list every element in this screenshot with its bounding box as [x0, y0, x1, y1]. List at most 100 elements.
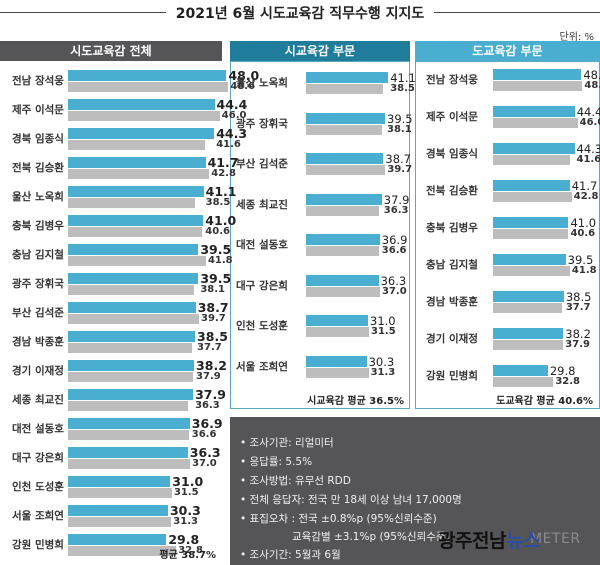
bar-current [493, 69, 582, 80]
value-label-current: 41.0 [205, 213, 237, 228]
value-label-previous: 37.9 [565, 339, 590, 350]
bar-current [68, 157, 206, 168]
info-period: • 조사기간: 5월과 6월 [240, 549, 341, 561]
value-label-previous: 31.5 [173, 487, 199, 498]
category-label: 전북 김승환 [12, 162, 64, 174]
value-label-current: 48.0 [228, 68, 260, 83]
bar-previous [68, 256, 206, 266]
bar-current [493, 106, 575, 117]
bar-current [306, 274, 379, 286]
value-label-current: 41.1 [390, 71, 416, 85]
bar-current [493, 143, 575, 154]
bar-previous [306, 246, 380, 256]
panel-header-all: 시도교육감 전체 [0, 41, 222, 61]
bar-previous [68, 459, 191, 469]
category-label: 제주 이석문 [426, 111, 478, 123]
value-label-previous: 31.5 [371, 326, 396, 337]
value-label-previous: 37.9 [196, 371, 221, 382]
value-label-previous: 40.6 [570, 228, 596, 239]
category-label: 대구 강은희 [12, 452, 64, 464]
category-label: 광주 장휘국 [12, 278, 64, 290]
bar-previous [68, 517, 172, 527]
value-label-current: 44.3 [576, 142, 600, 156]
bar-current [306, 234, 380, 245]
value-label-current: 30.3 [169, 503, 201, 518]
value-label-previous: 37.0 [382, 285, 407, 297]
value-label-previous: 37.7 [565, 302, 591, 313]
value-label-previous: 36.6 [191, 429, 217, 440]
value-label-current: 29.8 [168, 532, 200, 547]
value-label-current: 41.1 [205, 184, 237, 199]
category-label: 충북 김병우 [12, 220, 64, 232]
value-label-current: 44.3 [216, 126, 248, 141]
bar-current [493, 328, 564, 339]
bar-previous [68, 546, 177, 556]
bar-previous [68, 401, 188, 411]
info-response-rate: • 응답률: 5.5% [240, 456, 313, 468]
value-label-previous: 46.0 [579, 117, 600, 128]
bar-current [68, 418, 190, 429]
bar-current [68, 273, 199, 284]
category-label: 세종 최교진 [236, 198, 288, 211]
category-label: 인천 도성훈 [12, 481, 64, 493]
value-label-current: 31.0 [172, 474, 204, 489]
bar-current [306, 112, 385, 124]
bar-current [68, 244, 199, 255]
bar-current [68, 331, 196, 342]
bar-previous [68, 488, 172, 498]
bar-previous [493, 81, 583, 91]
bar-previous [68, 314, 199, 324]
bar-current [68, 360, 195, 371]
bar-current [493, 217, 569, 228]
news-logo: 광주전남뉴스 [438, 530, 540, 552]
info-respondents: • 전체 응답자: 전국 만 18세 이상 남녀 17,000명 [240, 494, 462, 506]
value-label-previous: 41.8 [571, 265, 597, 276]
bar-previous [306, 84, 383, 94]
value-label-current: 39.5 [387, 111, 413, 126]
bar-previous [68, 372, 194, 382]
value-label-previous: 41.6 [216, 139, 241, 150]
value-label-previous: 42.8 [573, 191, 599, 202]
category-label: 전남 장석웅 [426, 74, 478, 86]
bar-previous [306, 327, 369, 337]
bar-current [68, 476, 171, 487]
value-label-previous: 46.0 [221, 110, 247, 121]
category-label: 울산 노옥희 [236, 77, 288, 89]
value-label-previous: 38.5 [390, 83, 415, 94]
value-label-current: 44.4 [216, 97, 248, 112]
category-label: 경북 임종식 [426, 148, 478, 160]
category-label: 경남 박종훈 [12, 336, 64, 348]
bar-previous [493, 155, 570, 165]
value-label-current: 38.5 [197, 329, 228, 344]
value-label-previous: 37.7 [197, 342, 222, 353]
value-label-current: 38.5 [565, 290, 592, 304]
unit-label: 단위: % [559, 32, 594, 43]
bar-current [68, 505, 168, 516]
value-label-current: 38.2 [565, 327, 591, 341]
bar-previous [493, 192, 572, 202]
value-label-previous: 38.5 [205, 197, 231, 208]
bar-previous [68, 343, 193, 353]
value-label-current: 36.9 [381, 233, 408, 247]
bar-previous [68, 227, 202, 237]
value-label-previous: 31.3 [173, 516, 198, 527]
value-label-previous: 48.6 [584, 80, 600, 91]
bar-previous [306, 205, 379, 216]
bar-current [493, 254, 566, 265]
bar-previous [306, 367, 369, 378]
bar-current [68, 302, 196, 313]
bar-current [493, 180, 570, 191]
value-label-previous: 38.1 [200, 284, 226, 295]
title-bar: 2021년 6월 시도교육감 직무수행 지지도 [0, 0, 600, 24]
category-label: 제주 이석문 [12, 104, 64, 116]
bar-previous [493, 377, 554, 387]
value-label-current: 30.3 [368, 354, 395, 369]
value-label-previous: 39.7 [387, 164, 413, 175]
bar-previous [306, 165, 386, 175]
value-label-current: 37.9 [383, 192, 410, 207]
value-label-previous: 36.6 [381, 245, 407, 256]
value-label-previous: 38.1 [387, 123, 412, 135]
bar-previous [68, 285, 194, 295]
category-label: 광주 장휘국 [236, 117, 288, 130]
bar-previous [493, 340, 563, 350]
